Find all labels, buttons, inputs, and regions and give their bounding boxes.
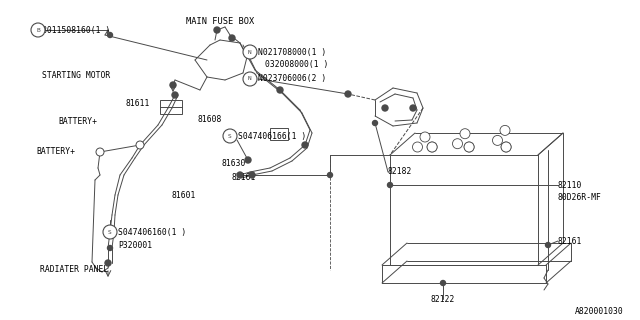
Text: N021708000(1 ): N021708000(1 ) <box>258 47 326 57</box>
Circle shape <box>302 142 308 148</box>
Circle shape <box>413 142 422 152</box>
Circle shape <box>464 142 474 152</box>
Circle shape <box>223 129 237 143</box>
Circle shape <box>440 281 445 285</box>
Circle shape <box>410 105 416 111</box>
Circle shape <box>105 260 111 266</box>
Circle shape <box>545 243 550 247</box>
Text: BATTERY+: BATTERY+ <box>36 148 75 156</box>
Circle shape <box>96 148 104 156</box>
Text: 81611: 81611 <box>126 100 150 108</box>
Circle shape <box>277 87 283 93</box>
Circle shape <box>460 129 470 139</box>
Circle shape <box>229 35 235 41</box>
Text: 032008000(1 ): 032008000(1 ) <box>265 60 328 69</box>
Text: +: + <box>97 149 103 155</box>
Circle shape <box>501 142 511 152</box>
Circle shape <box>501 142 511 152</box>
Text: MAIN FUSE BOX: MAIN FUSE BOX <box>186 18 254 27</box>
Text: S: S <box>108 229 112 235</box>
Text: 82161: 82161 <box>232 172 257 181</box>
Circle shape <box>345 91 351 97</box>
Circle shape <box>249 172 255 178</box>
Circle shape <box>500 125 510 135</box>
Text: S047406160(1 ): S047406160(1 ) <box>118 228 186 236</box>
Text: B: B <box>36 28 40 33</box>
Text: N: N <box>248 50 252 54</box>
Text: 81630: 81630 <box>222 158 246 167</box>
Text: RADIATER PANEL: RADIATER PANEL <box>40 266 108 275</box>
Circle shape <box>387 182 392 188</box>
Text: 82161: 82161 <box>558 236 582 245</box>
Bar <box>270 128 288 140</box>
Circle shape <box>237 172 243 178</box>
Circle shape <box>243 72 257 86</box>
Circle shape <box>136 141 144 149</box>
Text: 82110: 82110 <box>558 180 582 189</box>
Circle shape <box>420 132 430 142</box>
Circle shape <box>108 33 113 37</box>
Circle shape <box>214 27 220 33</box>
Circle shape <box>372 121 378 125</box>
Text: BATTERY+: BATTERY+ <box>58 117 97 126</box>
Circle shape <box>427 142 437 152</box>
Circle shape <box>427 142 437 152</box>
Circle shape <box>245 157 251 163</box>
Circle shape <box>464 142 474 152</box>
Text: 80D26R-MF: 80D26R-MF <box>558 193 602 202</box>
Text: P320001: P320001 <box>118 241 152 250</box>
Text: N023706006(2 ): N023706006(2 ) <box>258 75 326 84</box>
Text: 81601: 81601 <box>172 191 196 201</box>
Circle shape <box>172 92 178 98</box>
Text: B011508160(1 ): B011508160(1 ) <box>42 26 110 35</box>
Text: S047406166(1 ): S047406166(1 ) <box>238 132 307 140</box>
Circle shape <box>328 172 333 178</box>
Text: N: N <box>248 76 252 82</box>
Text: 82182: 82182 <box>388 167 412 177</box>
Text: A820001030: A820001030 <box>575 307 624 316</box>
Circle shape <box>452 139 463 149</box>
Text: 81608: 81608 <box>198 115 222 124</box>
Bar <box>160 100 182 114</box>
Circle shape <box>243 45 257 59</box>
Circle shape <box>31 23 45 37</box>
Circle shape <box>382 105 388 111</box>
Circle shape <box>170 82 176 88</box>
Text: STARTING MOTOR: STARTING MOTOR <box>42 70 110 79</box>
Circle shape <box>103 225 117 239</box>
Circle shape <box>108 245 113 251</box>
Circle shape <box>493 135 502 145</box>
Circle shape <box>105 227 115 237</box>
Text: 82122: 82122 <box>431 294 455 303</box>
Text: S: S <box>228 133 232 139</box>
